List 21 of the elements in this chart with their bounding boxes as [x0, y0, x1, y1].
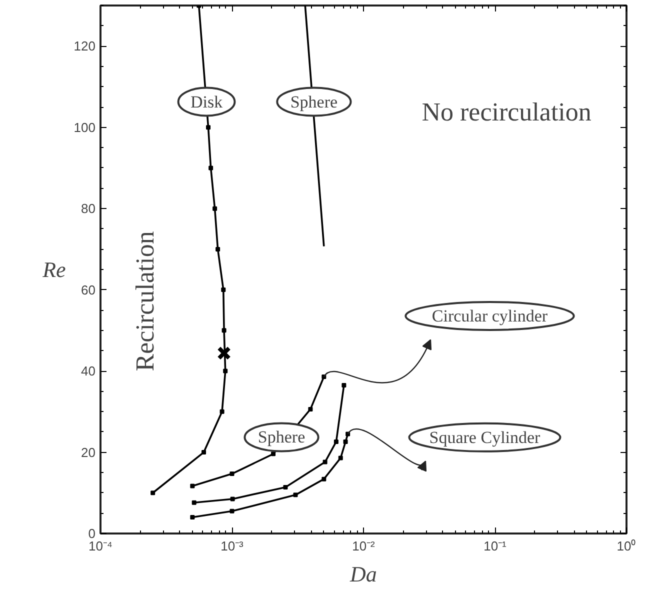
- y-tick-label: 0: [88, 526, 96, 541]
- annotation: Circular cylinder: [432, 306, 548, 326]
- y-tick-label: 20: [81, 444, 96, 460]
- y-tick-label: 40: [81, 364, 96, 379]
- annotation: Recirculation: [130, 231, 160, 372]
- annotation: No recirculation: [422, 98, 592, 127]
- annotation: Disk: [190, 92, 224, 112]
- annotation: Square Cylinder: [429, 428, 541, 447]
- x-tick-label: 10⁰: [616, 538, 636, 554]
- annotation: Sphere: [290, 92, 338, 112]
- y-tick-label: 60: [81, 282, 96, 298]
- x-tick-label: 10⁻¹: [484, 538, 508, 554]
- x-tick-label: 10⁻²: [352, 538, 376, 554]
- annotation: Sphere: [258, 428, 306, 447]
- y-tick-label: 80: [81, 201, 96, 216]
- y-tick-label: 100: [74, 120, 96, 135]
- y-tick-label: 120: [74, 38, 96, 54]
- x-tick-label: 10⁻⁴: [88, 538, 113, 554]
- x-tick-label: 10⁻³: [220, 538, 244, 554]
- y-axis-title: Re: [42, 257, 66, 282]
- x-axis-title: Da: [349, 562, 377, 586]
